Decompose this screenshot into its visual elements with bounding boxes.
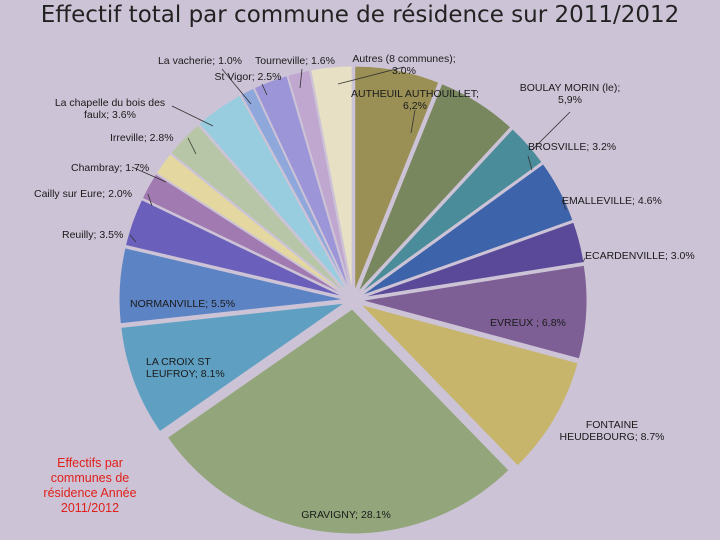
slice-label: AUTHEUIL AUTHOUILLET; 6,2% <box>351 88 479 112</box>
pie-slice-la-chapelle-du-bois-des-faulx <box>198 94 349 293</box>
slice-label: Chambray; 1.7% <box>71 162 149 174</box>
slice-label: LA CROIX ST LEUFROY; 8.1% <box>146 356 225 380</box>
slice-label: Tourneville; 1.6% <box>255 55 335 67</box>
slice-label: EMALLEVILLE; 4.6% <box>562 195 662 207</box>
leader-line <box>561 199 567 211</box>
pie-slice-irreville <box>170 124 347 295</box>
leader-line <box>187 137 197 155</box>
pie-slice-evreux <box>361 264 588 360</box>
chart-title: Effectif total par commune de résidence … <box>40 2 680 28</box>
leader-line <box>147 193 153 207</box>
chart-note: Effectifs par communes de résidence Anné… <box>43 456 137 515</box>
leader-line <box>410 109 416 134</box>
leader-line <box>337 66 405 85</box>
pie-slice-fontaine-heudebourg <box>359 303 579 467</box>
leader-line <box>527 155 533 171</box>
pie-slice-autheuil-authouillet <box>354 65 440 292</box>
slice-label: St Vigor; 2.5% <box>215 71 282 83</box>
slice-label: NORMANVILLE; 5.5% <box>130 298 235 310</box>
slice-label: La chapelle du bois des faulx; 3.6% <box>55 97 165 121</box>
pie-slice-gravigny <box>166 308 510 535</box>
pie-slice-autres-8-communes- <box>310 65 353 292</box>
pie-slice-normanville <box>118 247 345 325</box>
leader-line <box>221 68 252 105</box>
pie-slice-tourneville <box>287 69 352 292</box>
leader-line <box>131 166 167 183</box>
leader-line <box>299 68 303 89</box>
leader-line <box>261 83 268 96</box>
slice-label: Autres (8 communes); 3.0% <box>352 53 455 77</box>
leader-line <box>129 234 137 243</box>
pie-slice-reuilly <box>124 198 345 298</box>
slice-label: EVREUX ; 6.8% <box>490 317 566 329</box>
slice-label: Reuilly; 3.5% <box>62 229 123 241</box>
pie-slice-ecardenville <box>361 221 585 299</box>
slice-label: Irreville; 2.8% <box>110 132 174 144</box>
slice-label: ECARDENVILLE; 3.0% <box>585 250 695 262</box>
slice-label: GRAVIGNY; 28.1% <box>301 509 391 521</box>
pie-slice-st-vigor <box>253 74 351 292</box>
pie-slice-boulay-morin-le- <box>357 83 512 293</box>
slice-label: BROSVILLE; 3.2% <box>528 141 616 153</box>
slice-label: La vacherie; 1.0% <box>158 55 242 67</box>
leader-line <box>531 111 571 151</box>
pie-slice-cailly-sur-eure <box>141 173 346 297</box>
slice-label: FONTAINE HEUDEBOURG; 8.7% <box>559 419 664 443</box>
slice-label: Cailly sur Eure; 2.0% <box>34 188 132 200</box>
pie-slice-la-croix-st-leufroy <box>120 302 345 433</box>
leader-line <box>171 105 214 127</box>
leader-line <box>582 257 586 263</box>
pie-slice-la-vacherie <box>240 87 350 293</box>
pie-slice-chambray <box>155 153 347 296</box>
slice-label: BOULAY MORIN (le); 5,9% <box>520 82 621 106</box>
pie-slice-brosville <box>359 128 543 295</box>
pie-slice-emalleville <box>360 163 574 297</box>
